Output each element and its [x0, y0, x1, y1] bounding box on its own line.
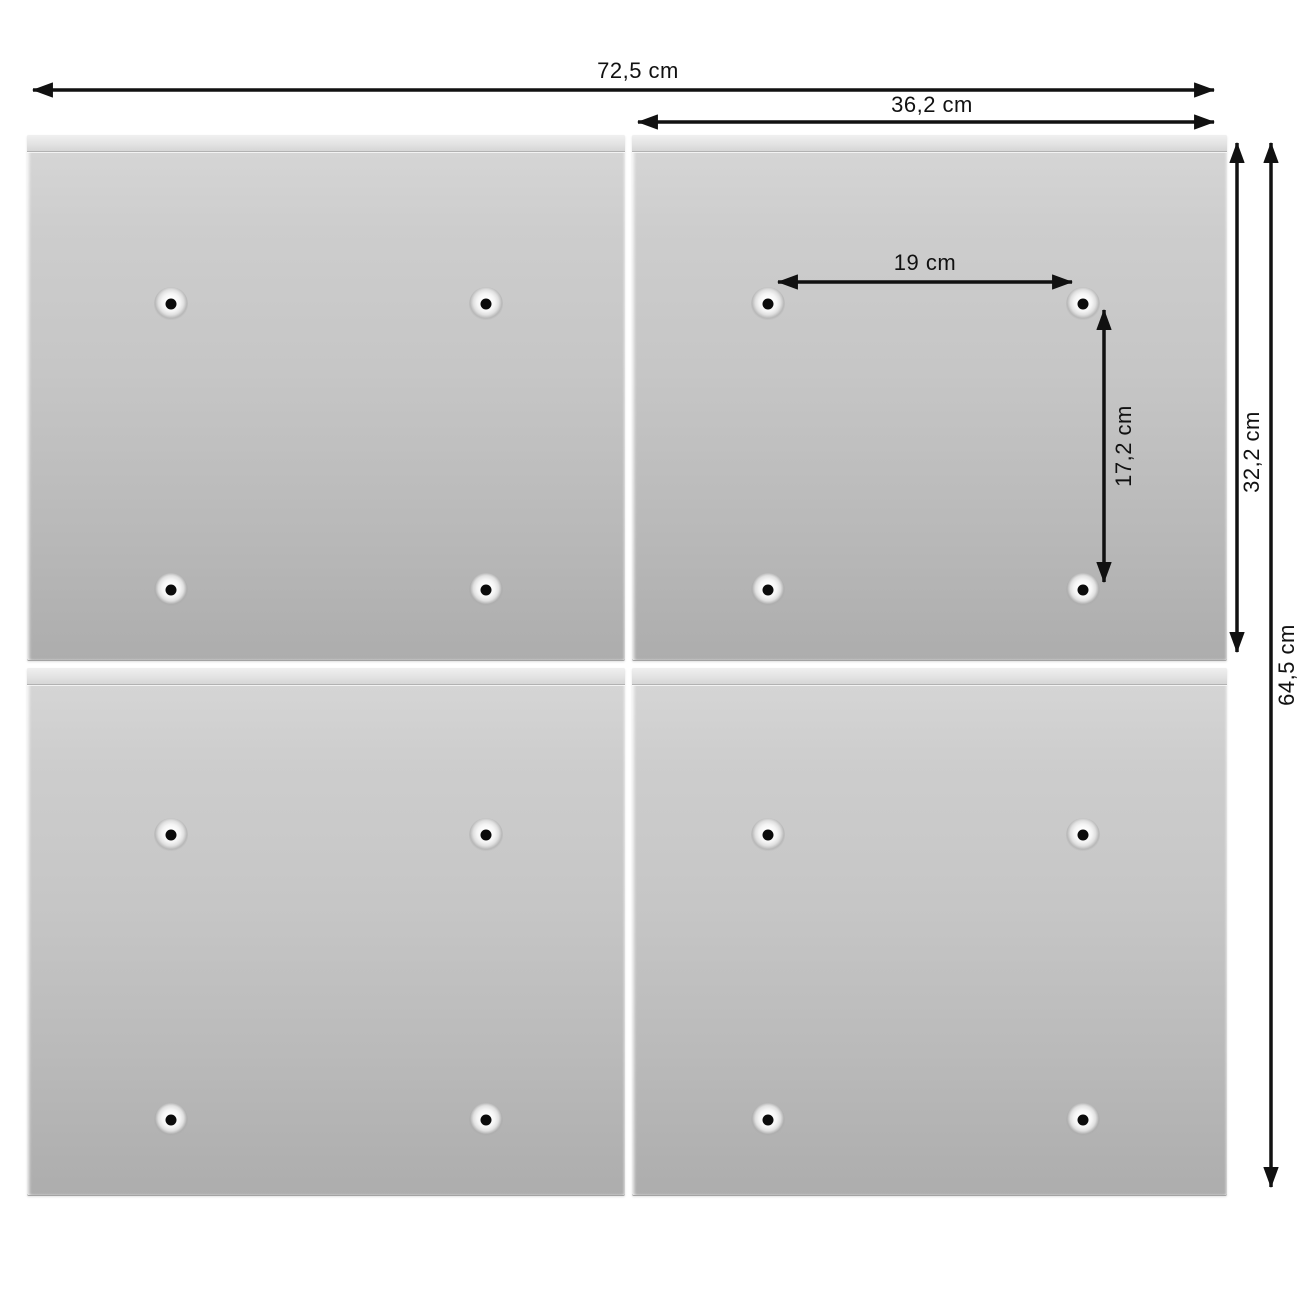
dimension-label-panel-height: 32,2 cm — [1239, 411, 1264, 493]
mounting-hole — [1066, 287, 1100, 321]
panel-bottom-right-rail — [632, 668, 1227, 685]
mounting-hole — [469, 287, 503, 321]
panel-bottom-left-rail — [27, 668, 625, 685]
mounting-hole — [751, 573, 785, 607]
mounting-hole — [154, 1103, 188, 1137]
panel-bottom-left — [27, 668, 625, 1196]
panel-top-left — [27, 135, 625, 661]
panel-top-right — [632, 135, 1227, 661]
dimension-label-hole-spacing-vertical: 17,2 cm — [1111, 405, 1136, 487]
mounting-hole — [469, 818, 503, 852]
mounting-hole — [751, 818, 785, 852]
mounting-hole — [1066, 573, 1100, 607]
mounting-hole — [751, 1103, 785, 1137]
mounting-hole — [469, 573, 503, 607]
mounting-hole — [751, 287, 785, 321]
dimension-label-panel-width: 36,2 cm — [891, 92, 973, 117]
mounting-hole — [154, 287, 188, 321]
dimension-label-total-width: 72,5 cm — [597, 58, 679, 83]
mounting-hole — [469, 1103, 503, 1137]
dimension-label-hole-spacing-horizontal: 19 cm — [893, 250, 957, 275]
mounting-hole — [1066, 1103, 1100, 1137]
panel-top-right-rail — [632, 135, 1227, 152]
dimension-label-total-height: 64,5 cm — [1274, 624, 1299, 706]
mounting-hole — [154, 818, 188, 852]
panel-bottom-right — [632, 668, 1227, 1196]
panel-top-left-rail — [27, 135, 625, 152]
mounting-hole — [154, 573, 188, 607]
mounting-hole — [1066, 818, 1100, 852]
